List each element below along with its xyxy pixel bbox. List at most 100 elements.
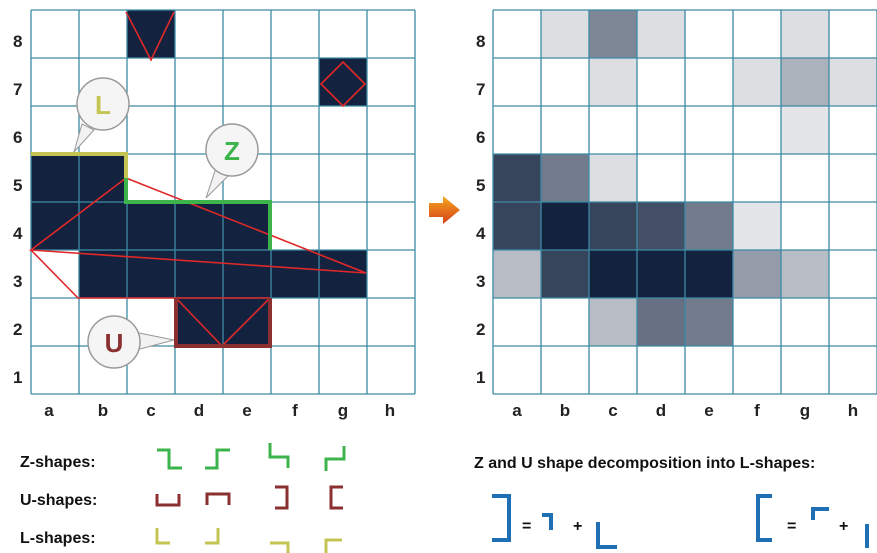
right-cell-b3 — [541, 250, 589, 298]
bubble-l: L — [73, 77, 130, 153]
left-cell-e3 — [223, 250, 271, 298]
right-cell-c3 — [589, 250, 637, 298]
right-row-label-4: 4 — [476, 224, 486, 243]
left-filled-cells — [31, 10, 367, 346]
left-row-label-6: 6 — [13, 128, 22, 147]
right-row-labels: 1 2 3 4 5 6 7 8 — [476, 32, 486, 387]
red-v-mark-c8 — [125, 11, 175, 62]
decomp-u-shape-2 — [756, 494, 772, 542]
l-shape-3 — [270, 541, 290, 553]
left-cell-f3 — [271, 250, 319, 298]
right-cell-g7 — [781, 58, 829, 106]
red-diamond-g7 — [319, 60, 367, 108]
right-cell-b5 — [541, 154, 589, 202]
legend-l-shapes — [155, 528, 342, 553]
left-cell-c8 — [127, 10, 175, 58]
right-cell-c4 — [589, 202, 637, 250]
right-col-label-h: h — [848, 401, 858, 420]
u-shape-1 — [155, 494, 181, 507]
right-cell-f7 — [733, 58, 781, 106]
left-col-label-f: f — [292, 401, 298, 420]
right-cell-g8 — [781, 10, 829, 58]
right-cell-h7 — [829, 58, 877, 106]
right-cell-c8 — [589, 10, 637, 58]
left-row-label-1: 1 — [13, 368, 22, 387]
left-row-label-4: 4 — [13, 224, 23, 243]
u-shape-3 — [275, 485, 289, 510]
l-shape-2 — [205, 528, 220, 545]
right-col-label-f: f — [754, 401, 760, 420]
red-lines — [28, 11, 367, 348]
bubble-u-letter: U — [105, 328, 124, 358]
bubble-z: Z — [205, 123, 259, 199]
left-cell-g7 — [319, 58, 367, 106]
bubble-u: U — [87, 315, 175, 369]
right-cell-c2 — [589, 298, 637, 346]
u-shape-2 — [205, 492, 231, 505]
right-row-label-2: 2 — [476, 320, 485, 339]
legend-u-label: U-shapes: — [20, 492, 97, 509]
bubble-z-letter: Z — [224, 136, 240, 166]
right-cell-b4 — [541, 202, 589, 250]
left-grid: 1 2 3 4 5 6 7 8 a b c d e f g h — [13, 9, 416, 420]
decomposition-title: Z and U shape decomposition into L-shape… — [474, 455, 815, 472]
decomposition-shapes — [492, 494, 869, 549]
red-triangle — [28, 177, 367, 274]
right-cell-e2 — [685, 298, 733, 346]
legend-z-shapes — [157, 443, 346, 471]
right-col-label-g: g — [800, 401, 810, 420]
right-row-label-7: 7 — [476, 80, 485, 99]
right-cell-d2 — [637, 298, 685, 346]
u-shape-highlight — [174, 298, 272, 348]
right-cell-c7 — [589, 58, 637, 106]
decomp-l-part-2a — [811, 507, 829, 520]
u-shape-4 — [329, 485, 343, 510]
legend-z-label: Z-shapes: — [20, 454, 96, 471]
right-cell-a5 — [493, 154, 541, 202]
z-shape-2 — [205, 448, 230, 470]
decomp-plus-2: + — [839, 518, 848, 535]
left-row-label-7: 7 — [13, 80, 22, 99]
transform-arrow-icon — [429, 196, 460, 224]
z-shape-1 — [157, 448, 182, 470]
left-col-label-b: b — [98, 401, 108, 420]
l-shape-4 — [324, 538, 342, 553]
z-shape-4 — [324, 446, 346, 471]
shape-legend: Z-shapes: U-shapes: L-shapes: — [20, 443, 346, 553]
z-shape-3 — [268, 443, 290, 468]
right-cell-g6 — [781, 106, 829, 154]
right-col-label-a: a — [512, 401, 522, 420]
left-col-label-c: c — [146, 401, 155, 420]
right-row-label-3: 3 — [476, 272, 485, 291]
left-col-labels: a b c d e f g h — [44, 401, 395, 420]
left-cell-b4 — [79, 202, 127, 250]
right-cell-e4 — [685, 202, 733, 250]
right-cell-b8 — [541, 10, 589, 58]
right-cell-d8 — [637, 10, 685, 58]
right-cell-e3 — [685, 250, 733, 298]
right-col-label-b: b — [560, 401, 570, 420]
left-row-label-8: 8 — [13, 32, 22, 51]
right-row-label-8: 8 — [476, 32, 485, 51]
decomp-u-shape-1 — [492, 494, 511, 542]
right-cell-d4 — [637, 202, 685, 250]
right-cell-d3 — [637, 250, 685, 298]
right-cell-a3 — [493, 250, 541, 298]
left-row-label-3: 3 — [13, 272, 22, 291]
left-col-label-e: e — [242, 401, 251, 420]
legend-l-label: L-shapes: — [20, 530, 96, 547]
left-cell-a5 — [31, 154, 79, 202]
left-col-label-a: a — [44, 401, 54, 420]
z-shape-highlight — [124, 178, 272, 250]
left-row-labels: 1 2 3 4 5 6 7 8 — [13, 32, 23, 387]
right-shaded-cells — [493, 10, 877, 346]
right-grid: 1 2 3 4 5 6 7 8 a b c d e f g h — [476, 9, 877, 420]
left-cell-a4 — [31, 202, 79, 250]
right-row-label-1: 1 — [476, 368, 485, 387]
left-row-label-2: 2 — [13, 320, 22, 339]
left-col-label-g: g — [338, 401, 348, 420]
right-cell-f4 — [733, 202, 781, 250]
right-col-labels: a b c d e f g h — [512, 401, 858, 420]
decomp-plus-1: + — [573, 518, 582, 535]
